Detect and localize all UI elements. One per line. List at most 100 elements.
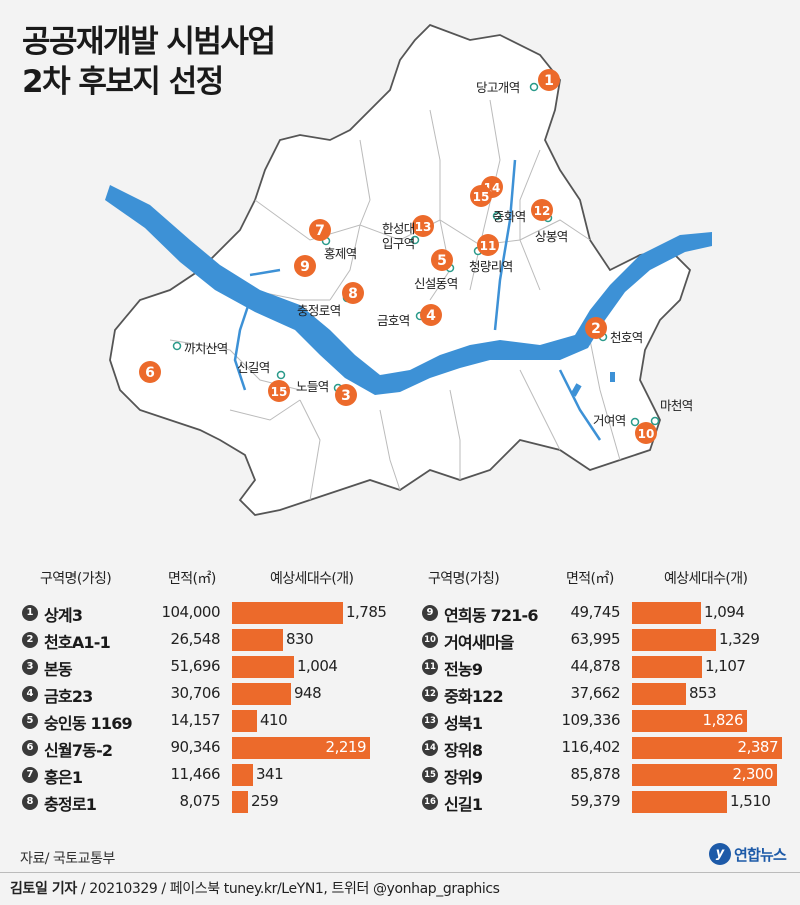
table-row: 7 홍은1 11,466 341 (0, 762, 800, 788)
households-bar (232, 710, 257, 732)
row-area: 51,696 (170, 657, 221, 675)
row-number-badge: 6 (22, 740, 38, 756)
households-bar (632, 656, 702, 678)
row-name: 금호23 (44, 687, 93, 706)
station-label: 금호역 (377, 313, 410, 328)
marker-layer: 1 당고개역 2 천호역 3 노들역 4 금호역 5 신설동역 6 까치산역 7 홍제역 8 충정로역 9 10 거… (139, 69, 693, 444)
site-marker (585, 317, 607, 339)
row-number-badge: 10 (422, 632, 438, 648)
site-marker-number: 15 (271, 385, 288, 399)
households-bar (632, 683, 686, 705)
table-row: 11 전농9 44,878 1,107 (0, 654, 800, 680)
site-marker (431, 249, 453, 271)
row-name: 연희동 721-6 (444, 606, 539, 625)
row-number-badge: 5 (22, 713, 38, 729)
households-value: 1,107 (705, 657, 746, 675)
row-name: 충정로1 (44, 795, 97, 814)
row-number-badge: 12 (422, 686, 438, 702)
households-bar (232, 602, 343, 624)
households-value: 830 (286, 630, 314, 648)
station-label: 마천역 (660, 398, 693, 413)
site-marker-number: 1 (544, 73, 554, 89)
row-area: 104,000 (161, 603, 220, 621)
row-area: 8,075 (179, 792, 221, 810)
site-marker-number: 7 (315, 223, 325, 239)
station-label: 천호역 (610, 330, 643, 345)
station-dot (172, 341, 182, 351)
row-name: 중화122 (444, 687, 504, 706)
row-name: 신월7동-2 (44, 741, 113, 760)
station-dot (529, 82, 539, 92)
row-area: 116,402 (561, 738, 620, 756)
row-number-badge: 15 (422, 767, 438, 783)
seoul-outline (109, 23, 692, 516)
station-label: 충정로역 (297, 303, 341, 318)
households-bar (232, 629, 283, 651)
row-number-badge: 3 (22, 659, 38, 675)
col-head-area-left: 면적(㎡) (168, 571, 216, 587)
site-marker (342, 282, 364, 304)
site-marker-number: 5 (437, 253, 447, 269)
households-value: 2,219 (325, 738, 367, 756)
row-number-badge: 4 (22, 686, 38, 702)
table-row: 3 본동 51,696 1,004 (0, 654, 800, 680)
lake (610, 372, 615, 382)
table-row: 14 장위8 116,402 2,387 (0, 735, 800, 761)
station-label: 중화역 (493, 209, 526, 224)
station-label: 입구역 (382, 236, 415, 251)
households-value: 1,510 (730, 792, 771, 810)
households-value: 1,004 (297, 657, 338, 675)
table-row: 5 숭인동 1169 14,157 410 (0, 708, 800, 734)
row-area: 11,466 (170, 765, 221, 783)
row-name: 천호A1-1 (44, 633, 111, 652)
households-bar (632, 764, 777, 786)
site-marker (309, 219, 331, 241)
row-number-badge: 9 (422, 605, 438, 621)
logo-text: 연합뉴스 (733, 845, 787, 864)
site-marker-number: 10 (638, 427, 655, 441)
table-row: 9 연희동 721-6 49,745 1,094 (0, 600, 800, 626)
col-head-area-right: 면적(㎡) (566, 571, 614, 587)
site-marker-number: 4 (426, 308, 436, 324)
station-dot (650, 416, 660, 426)
site-marker-number: 3 (341, 388, 351, 404)
site-marker (420, 304, 442, 326)
row-area: 30,706 (170, 684, 221, 702)
row-name: 상계3 (44, 606, 83, 625)
site-marker-number: 9 (300, 259, 310, 275)
households-value: 2,387 (737, 738, 779, 756)
col-head-households-left: 예상세대수(개) (270, 571, 354, 587)
row-area: 63,995 (570, 630, 621, 648)
station-label: 한성대 (382, 221, 415, 236)
table-row: 4 금호23 30,706 948 (0, 681, 800, 707)
station-label: 상봉역 (535, 229, 568, 244)
households-value: 1,094 (704, 603, 745, 621)
households-bar (232, 737, 370, 759)
site-marker-number: 6 (145, 365, 155, 381)
title-line-1: 공공재개발 시범사업 (22, 24, 276, 60)
site-marker-number: 2 (591, 321, 601, 337)
households-bar (232, 764, 253, 786)
site-marker (470, 185, 492, 207)
households-value: 1,329 (719, 630, 760, 648)
table-row: 6 신월7동-2 90,346 2,219 (0, 735, 800, 761)
station-dot (410, 235, 420, 245)
households-bar (232, 683, 291, 705)
households-value: 853 (689, 684, 717, 702)
table-row: 12 중화122 37,662 853 (0, 681, 800, 707)
row-name: 장위9 (444, 768, 483, 787)
station-label: 신길역 (237, 360, 270, 375)
credit-rest: / 20210329 / 페이스북 tuney.kr/LeYN1, 트위터 @y… (76, 881, 500, 897)
site-marker-number: 8 (348, 286, 358, 302)
table-row: 13 성북1 109,336 1,826 (0, 708, 800, 734)
station-label: 신설동역 (414, 276, 458, 291)
row-name: 본동 (44, 660, 73, 679)
row-area: 37,662 (570, 684, 621, 702)
site-marker-number: 12 (534, 204, 551, 218)
households-value: 259 (251, 792, 279, 810)
site-marker (538, 69, 560, 91)
row-name: 거여새마을 (444, 633, 514, 652)
title-line-2: 2차 후보지 선정 (22, 64, 224, 100)
table-row: 15 장위9 85,878 2,300 (0, 762, 800, 788)
